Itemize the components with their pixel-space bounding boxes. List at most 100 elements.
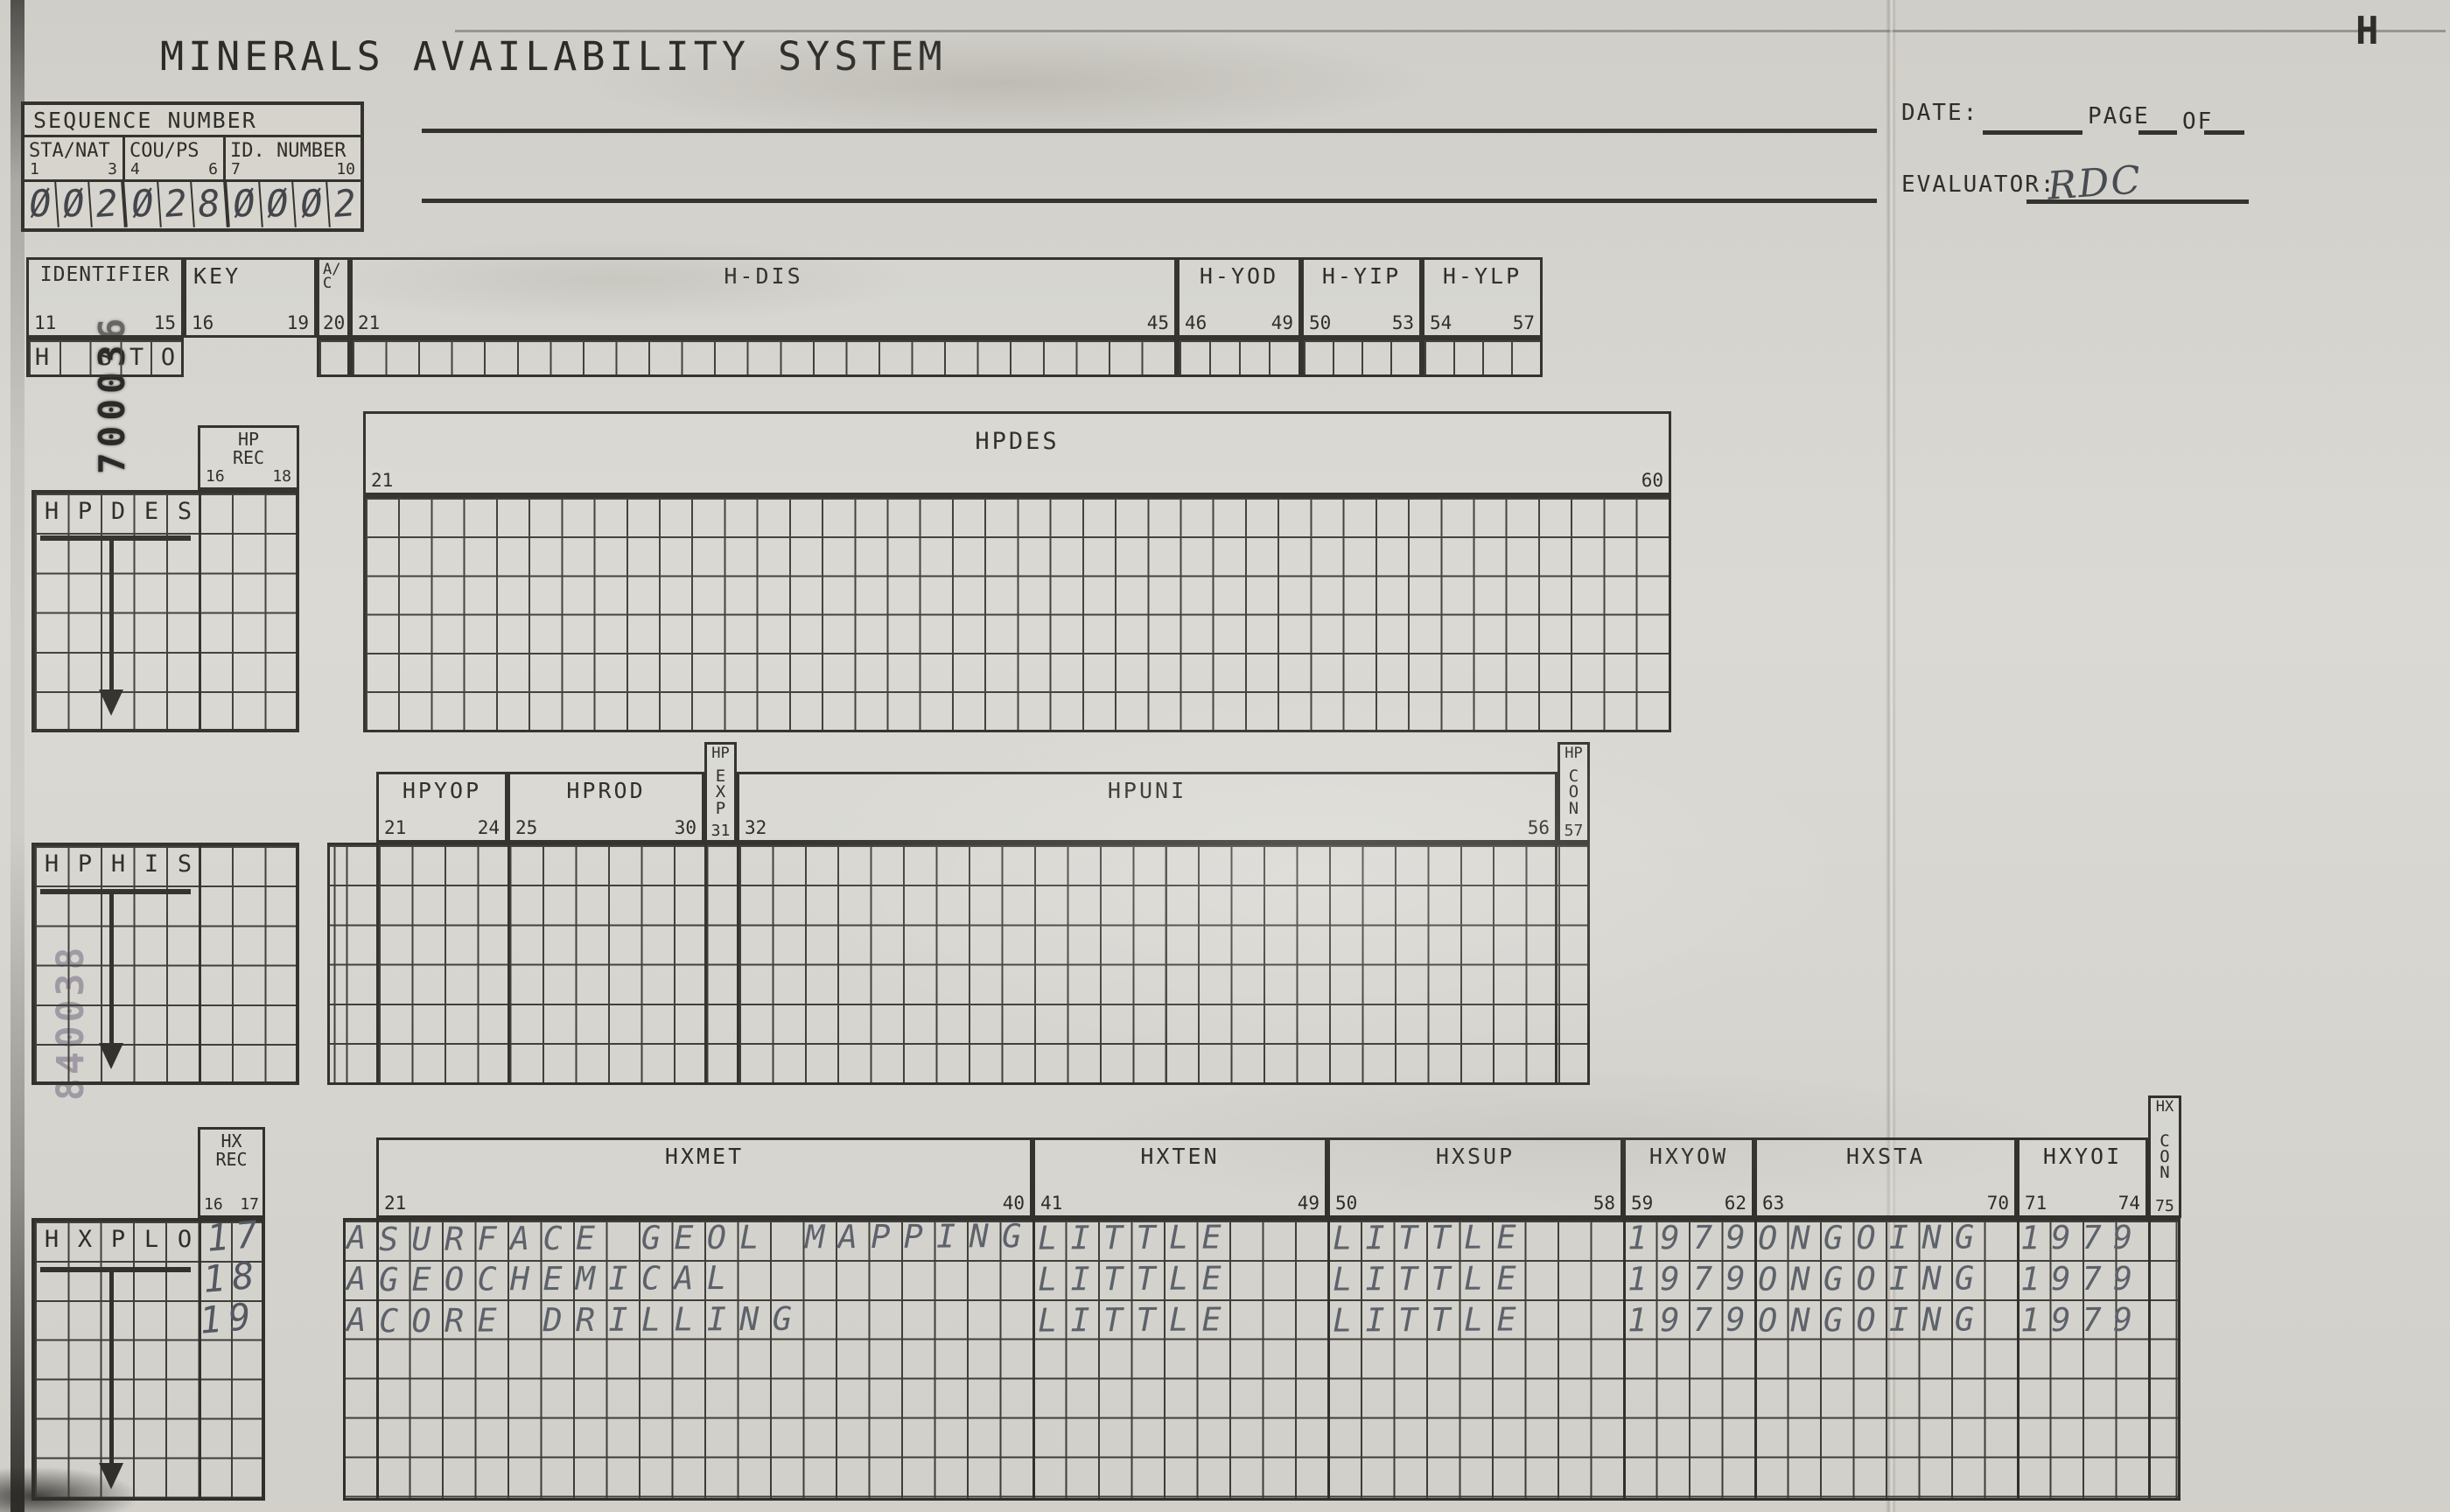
field-box-ac: A/C 20 <box>317 257 350 338</box>
record-letter: H <box>44 498 60 525</box>
field-boundary <box>704 845 707 1082</box>
date-blank-underline <box>1983 130 2082 135</box>
field-label: HXYOI <box>2042 1144 2123 1169</box>
col-number: 50 <box>1335 1193 1358 1214</box>
page-blank-underline <box>2138 130 2177 135</box>
col-number: 40 <box>1002 1193 1025 1214</box>
seq-digit-cell: Ø <box>56 180 94 230</box>
hxsup-value: LITTLE <box>1332 1300 1530 1340</box>
hsto-identifier-letters: H S T O <box>26 338 184 377</box>
col-number: 75 <box>2155 1196 2174 1215</box>
col-number: 17 <box>240 1195 259 1214</box>
field-box-hpcon: HP CON 57 <box>1558 742 1590 843</box>
sequence-number-title: SEQUENCE NUMBER <box>24 105 360 137</box>
field-box-hxsup: HXSUP 50 58 <box>1327 1138 1623 1218</box>
hphis-underline <box>40 889 191 894</box>
field-label: HPYOP <box>402 778 482 803</box>
hxyow-value: 1979 <box>1627 1259 1760 1298</box>
hphis-row-letters: H P H I S <box>35 844 201 884</box>
col-number: 46 <box>1185 312 1208 333</box>
identifier-letter <box>58 338 89 377</box>
hxyow-value: 1979 <box>1627 1218 1760 1257</box>
ac-value: A <box>346 1218 380 1257</box>
record-letter: H <box>44 850 60 878</box>
col-number: 63 <box>1762 1193 1785 1214</box>
hxsup-value: LITTLE <box>1332 1259 1530 1298</box>
left-grid-divider <box>199 1222 201 1497</box>
field-label: HXTEN <box>1140 1144 1220 1169</box>
corner-page-letter: H <box>2356 9 2379 53</box>
col-number: 30 <box>674 817 696 838</box>
seq-digit-cell: 2 <box>158 180 195 230</box>
record-letter: H <box>44 1226 60 1253</box>
hxsta-value: ONGOING <box>1757 1259 1988 1298</box>
col-number: 74 <box>2118 1193 2140 1214</box>
field-label: KEY <box>193 263 242 289</box>
hxyow-value: 1979 <box>1627 1300 1760 1340</box>
field-box-hyod: H-YOD 46 49 <box>1177 257 1301 338</box>
ac-value: A <box>346 1300 380 1340</box>
hxplo-data-row: A SURFACE GEOL MAPPING LITTLE LITTLE 197… <box>0 1217 2450 1259</box>
hsto-cell-strip-hyod <box>1177 338 1301 377</box>
col-number: 49 <box>1297 1193 1320 1214</box>
field-boundary <box>2017 1221 2020 1498</box>
hxmet-value: GEOCHEMICAL <box>378 1258 740 1299</box>
col-number: 45 <box>1146 312 1169 333</box>
hxten-value: LITTLE <box>1037 1218 1235 1257</box>
rec-prefix: HX <box>220 1130 242 1152</box>
col-number: 16 <box>204 1195 223 1214</box>
col-number: 53 <box>1391 312 1414 333</box>
hxplo-arrow-stem <box>109 1270 114 1470</box>
hxten-value: LITTLE <box>1037 1259 1235 1298</box>
col-number: 16 <box>206 467 225 486</box>
field-boundary <box>508 845 510 1082</box>
col-number: 3 <box>108 160 117 178</box>
scan-top-edge-line <box>455 30 2446 32</box>
field-box-hxcon: HX CON 75 <box>2148 1096 2181 1218</box>
col-number: 70 <box>1986 1193 2009 1214</box>
col-number: 60 <box>1641 470 1663 491</box>
col-number: 7 <box>231 160 241 178</box>
col-number: 21 <box>384 817 407 838</box>
col-number: 15 <box>153 312 176 333</box>
hpdes-header-strip: HPDES 21 60 <box>363 411 1671 495</box>
hpdes-arrow-stem <box>109 539 114 693</box>
col-number: 6 <box>208 160 218 178</box>
record-letter: P <box>110 1226 126 1253</box>
seq-digit-cell: Ø <box>293 180 331 230</box>
field-label: HXMET <box>664 1144 745 1169</box>
hsto-cell-strip-hdis <box>350 338 1177 377</box>
hxplo-row-letters: H X P L O <box>35 1220 201 1259</box>
field-boundary <box>1754 1221 1757 1498</box>
col-number: 57 <box>1564 821 1584 840</box>
evaluator-underline <box>2026 200 2249 204</box>
col-number: 21 <box>358 312 381 333</box>
col-number: 4 <box>130 160 140 178</box>
record-letter: X <box>77 1226 93 1253</box>
left-grid-divider <box>199 494 201 729</box>
seq-digit-cell: 8 <box>192 180 231 230</box>
hxplo-arrow-head <box>99 1463 123 1489</box>
col-number: 49 <box>1270 312 1293 333</box>
hxplo-data-row: A GEOCHEMICAL LITTLE LITTLE 1979 ONGOING… <box>0 1259 2450 1300</box>
field-boundary <box>1623 1221 1626 1498</box>
hxmet-value: SURFACE GEOL MAPPING <box>378 1217 1035 1258</box>
field-box-key: KEY 16 19 <box>184 257 317 338</box>
record-letter: S <box>177 850 192 878</box>
field-boundary <box>1555 845 1558 1082</box>
field-box-hxmet: HXMET 21 40 <box>376 1138 1032 1218</box>
col-number: 21 <box>384 1193 407 1214</box>
group-label: STA/NAT <box>29 140 110 162</box>
col-number: 24 <box>477 817 500 838</box>
header-rule-line-1 <box>422 129 1877 133</box>
field-box-identifier: IDENTIFIER 11 15 <box>26 257 184 338</box>
field-boundary <box>376 1221 379 1498</box>
col-number: 57 <box>1512 312 1535 333</box>
field-label: CON <box>1568 766 1579 818</box>
hsto-cell-strip-hyip <box>1301 338 1422 377</box>
hpdes-left-grid <box>32 490 299 732</box>
field-box-hxsta: HXSTA 63 70 <box>1754 1138 2017 1218</box>
hxyoi-value: 1979 <box>2020 1259 2145 1298</box>
hxten-value: LITTLE <box>1037 1300 1235 1340</box>
